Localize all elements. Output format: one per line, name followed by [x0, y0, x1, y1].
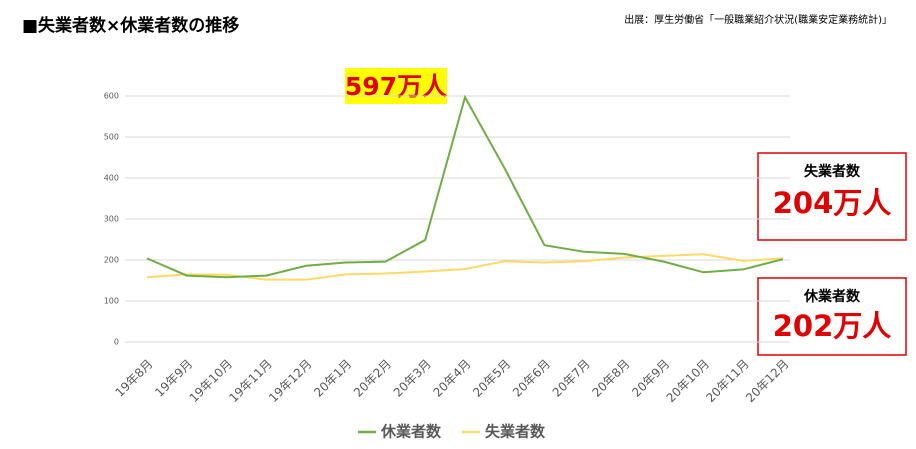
x-tick-label: 20年2月	[351, 357, 394, 400]
x-tick-label: 19年12月	[266, 357, 314, 405]
y-tick-label: 300	[104, 215, 119, 224]
y-tick-label: 500	[104, 133, 119, 142]
x-tick-label: 20年4月	[431, 357, 474, 400]
y-tick-label: 0	[114, 338, 119, 347]
legend-label: 休業者数	[380, 423, 442, 441]
x-tick-label: 20年12月	[743, 357, 791, 405]
x-tick-label: 20年6月	[510, 357, 553, 400]
legend-label: 失業者数	[485, 423, 546, 441]
peak-label: 597万人	[345, 72, 447, 101]
series-line	[146, 94, 784, 279]
annotation-value: 202万人	[773, 309, 892, 343]
x-tick-label: 20年5月	[470, 357, 513, 400]
y-tick-label: 400	[104, 174, 119, 183]
x-tick-label: 20年7月	[550, 357, 593, 400]
x-tick-label: 20年8月	[590, 357, 633, 400]
annotation-box	[757, 152, 907, 241]
y-tick-label: 200	[104, 256, 119, 265]
y-tick-label: 100	[104, 297, 119, 306]
x-tick-label: 20年1月	[311, 357, 354, 400]
y-tick-label: 600	[104, 92, 119, 101]
peak-label-bg	[345, 68, 447, 104]
x-tick-label: 20年3月	[391, 357, 434, 400]
annotation-title: 失業者数	[804, 163, 861, 180]
source: 出展：厚生労働省「一般職業紹介状況(職業安定業務統計)」	[624, 13, 892, 26]
annotation-title: 休業者数	[803, 288, 861, 305]
x-tick-label: 19年8月	[113, 357, 156, 400]
series-line	[146, 253, 784, 281]
chart-title: ■失業者数×休業者数の推移	[22, 15, 239, 36]
annotation-value: 204万人	[773, 186, 892, 220]
